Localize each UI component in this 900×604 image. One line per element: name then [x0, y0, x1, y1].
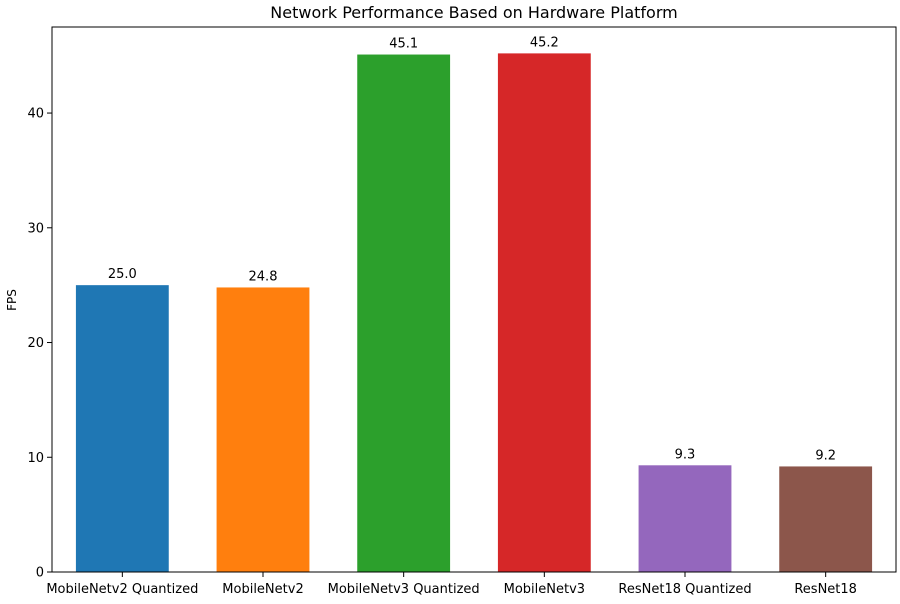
x-tick-label: MobileNetv3 — [504, 582, 585, 597]
y-tick-label: 30 — [27, 221, 44, 236]
bars-group — [75, 53, 873, 573]
y-axis: 0 10 20 30 40 — [27, 107, 52, 581]
plot-frame — [51, 26, 897, 573]
bar-value-label: 45.1 — [389, 37, 418, 52]
y-tick-label: 10 — [27, 451, 44, 466]
x-axis: MobileNetv2 Quantized MobileNetv2 MobileNe… — [46, 572, 857, 597]
bar — [75, 285, 169, 572]
bar — [638, 465, 732, 572]
x-tick-label: ResNet18 — [794, 582, 857, 597]
bar-value-label: 25.0 — [108, 267, 137, 282]
y-axis-label: FPS — [5, 289, 19, 311]
y-tick-label: 0 — [36, 566, 44, 581]
bar — [779, 466, 873, 572]
bar-value-label: 24.8 — [249, 269, 278, 284]
x-tick-label: MobileNetv2 Quantized — [46, 582, 198, 597]
bar — [497, 53, 591, 573]
chart-title: Network Performance Based on Hardware Pl… — [270, 3, 677, 22]
x-tick-label: ResNet18 Quantized — [618, 582, 751, 597]
x-tick-label: MobileNetv3 Quantized — [328, 582, 480, 597]
bar — [357, 54, 451, 572]
data-labels-group: 25.0 24.8 45.1 45.2 9.3 9.2 — [108, 35, 836, 463]
bar — [216, 287, 310, 572]
x-tick-label: MobileNetv2 — [222, 582, 303, 597]
y-tick-label: 40 — [27, 107, 44, 122]
bar-value-label: 45.2 — [530, 35, 559, 50]
bar-value-label: 9.2 — [815, 448, 836, 463]
y-tick-label: 20 — [27, 336, 44, 351]
bar-value-label: 9.3 — [675, 447, 696, 462]
